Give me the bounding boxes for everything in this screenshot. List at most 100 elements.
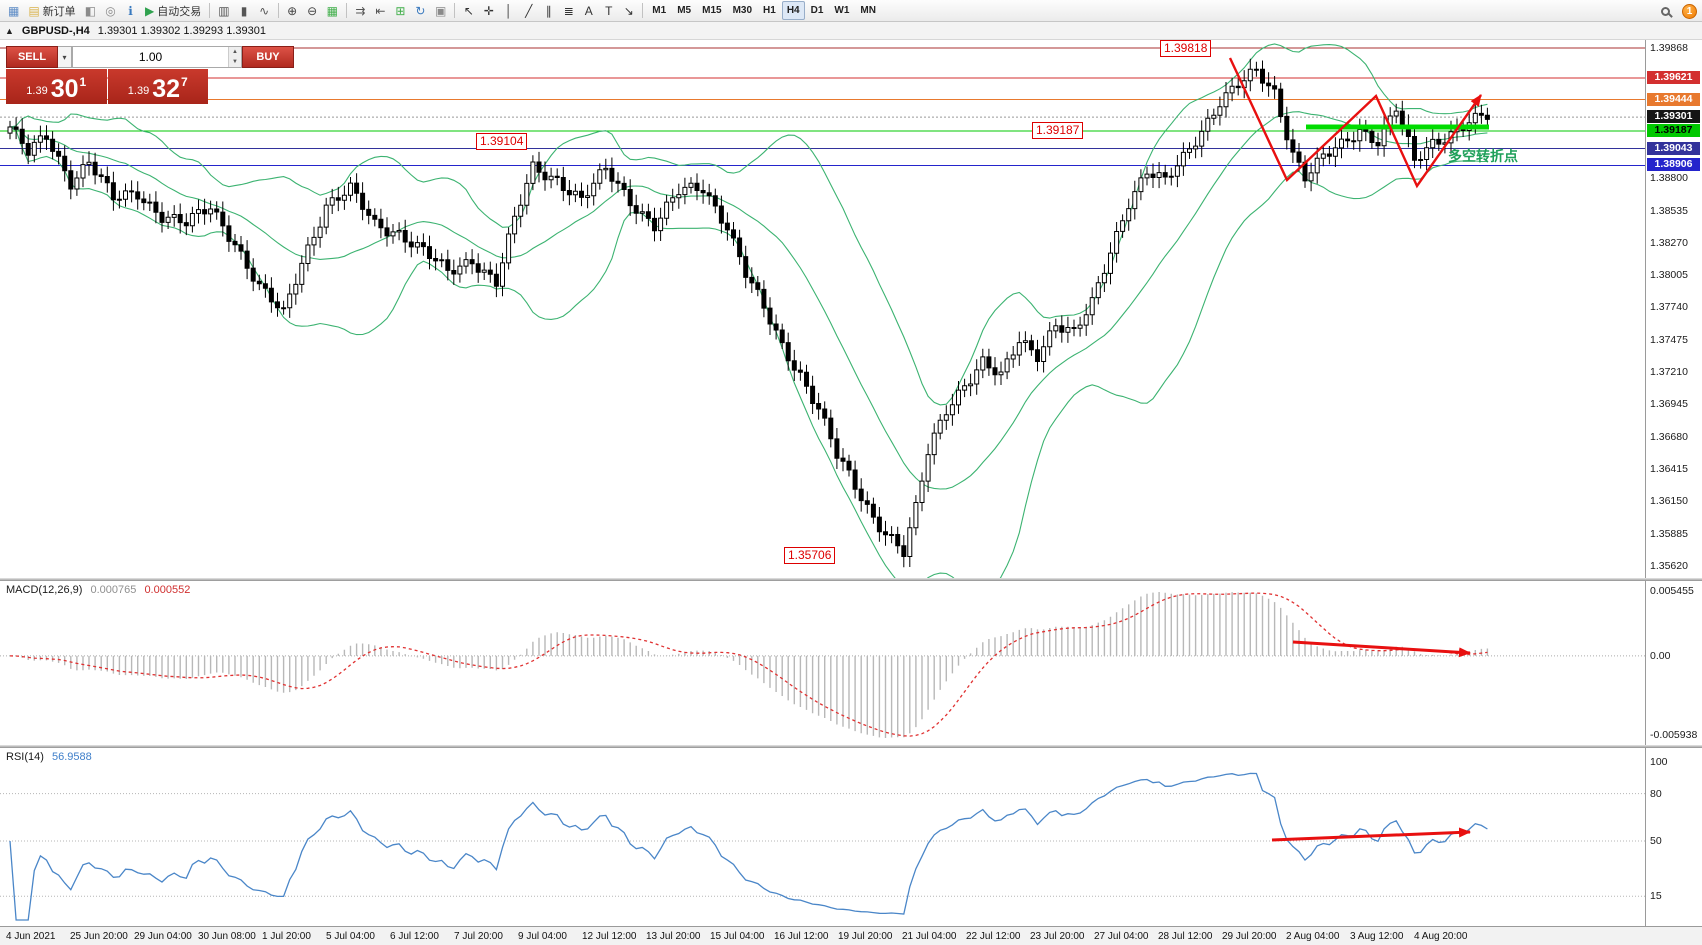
rsi-scale-tick: 15 bbox=[1650, 890, 1662, 902]
price-annotation[interactable]: 1.35706 bbox=[784, 547, 836, 564]
tf-h1-button[interactable]: H1 bbox=[758, 1, 781, 20]
rsi-scale-tick: 50 bbox=[1650, 835, 1662, 847]
text-icon: A bbox=[584, 3, 593, 18]
time-label: 3 Aug 12:00 bbox=[1350, 931, 1404, 942]
panel-splitter[interactable] bbox=[0, 578, 1702, 581]
indicators-button[interactable]: ⊞ bbox=[391, 1, 410, 20]
sell-button[interactable]: SELL bbox=[6, 46, 58, 68]
time-label: 27 Jul 04:00 bbox=[1094, 931, 1149, 942]
time-label: 9 Jul 04:00 bbox=[518, 931, 567, 942]
text-button[interactable]: A bbox=[579, 1, 598, 20]
turning-point-note[interactable]: 多空转折点 bbox=[1448, 148, 1518, 164]
candlestick-chart-type-button[interactable]: ▮ bbox=[235, 1, 254, 20]
macd-arrow-drawing[interactable] bbox=[1292, 640, 1471, 658]
time-label: 15 Jul 04:00 bbox=[710, 931, 765, 942]
charts-window-icon: ▦ bbox=[8, 3, 20, 18]
volume-up-icon[interactable]: ▲ bbox=[229, 47, 241, 57]
chart-shift-button[interactable]: ⇤ bbox=[371, 1, 390, 20]
line-chart-type-icon: ∿ bbox=[259, 3, 270, 18]
zoom-out-button[interactable]: ⊖ bbox=[303, 1, 322, 20]
trendline-button[interactable]: ╱ bbox=[519, 1, 538, 20]
buy-price-display[interactable]: 1.39 32 7 bbox=[107, 69, 208, 104]
time-label: 29 Jul 20:00 bbox=[1222, 931, 1277, 942]
vertical-line-button[interactable]: │ bbox=[499, 1, 518, 20]
panel-splitter[interactable] bbox=[0, 745, 1702, 748]
rsi-label: RSI(14) 56.9588 bbox=[6, 751, 92, 763]
price-annotation[interactable]: 1.39104 bbox=[476, 133, 528, 150]
tf-m15-button[interactable]: M15 bbox=[697, 1, 726, 20]
tf-w1-button[interactable]: W1 bbox=[829, 1, 854, 20]
trend-zigzag-drawing[interactable] bbox=[1228, 57, 1482, 189]
toolbar-separator bbox=[642, 3, 644, 18]
tile-windows-button[interactable]: ▦ bbox=[323, 1, 342, 20]
time-label: 30 Jun 08:00 bbox=[198, 931, 256, 942]
auto-scroll-button[interactable]: ⇉ bbox=[351, 1, 370, 20]
notification-badge[interactable]: 1 bbox=[1682, 3, 1697, 19]
time-label: 21 Jul 04:00 bbox=[902, 931, 957, 942]
crosshair-button[interactable]: ✛ bbox=[479, 1, 498, 20]
zoom-out-icon: ⊖ bbox=[307, 3, 318, 18]
alerts-button[interactable]: ◎ bbox=[101, 1, 120, 20]
macd-name: MACD(12,26,9) bbox=[6, 584, 83, 596]
cursor-icon: ↖ bbox=[463, 3, 474, 18]
macd-label: MACD(12,26,9) 0.000765 0.000552 bbox=[6, 584, 190, 596]
info-button[interactable]: ℹ bbox=[121, 1, 140, 20]
tf-d1-button[interactable]: D1 bbox=[806, 1, 829, 20]
arrows-button[interactable]: ↘ bbox=[619, 1, 638, 20]
auto-trading-button[interactable]: ▶ 自动交易 bbox=[141, 1, 205, 20]
trendline-icon: ╱ bbox=[525, 3, 533, 18]
price-plot bbox=[0, 43, 1645, 578]
tf-m5-button[interactable]: M5 bbox=[672, 1, 696, 20]
line-chart-type-button[interactable]: ∿ bbox=[255, 1, 274, 20]
time-label: 12 Jul 12:00 bbox=[582, 931, 637, 942]
price-level-label: 1.39187 bbox=[1647, 124, 1700, 137]
tf-d1-button-label: D1 bbox=[810, 5, 824, 16]
macd-scale-min: -0.005938 bbox=[1650, 729, 1698, 741]
zoom-in-button[interactable]: ⊕ bbox=[283, 1, 302, 20]
one-click-collapse-icon[interactable]: ▲ bbox=[5, 25, 14, 36]
volume-input[interactable] bbox=[73, 47, 228, 67]
search-button[interactable] bbox=[1656, 2, 1675, 21]
bar-chart-type-button[interactable]: ▥ bbox=[214, 1, 233, 20]
price-tick: 1.38800 bbox=[1650, 172, 1688, 184]
templates-button[interactable]: ▣ bbox=[431, 1, 450, 20]
macd-scale-max: 0.005455 bbox=[1650, 585, 1694, 597]
tf-w1-button-label: W1 bbox=[834, 5, 850, 16]
fibonacci-button[interactable]: ≣ bbox=[559, 1, 578, 20]
indicators-icon: ⊞ bbox=[395, 3, 406, 18]
price-annotation[interactable]: 1.39818 bbox=[1160, 40, 1212, 57]
volume-down-icon[interactable]: ▼ bbox=[229, 57, 241, 67]
charts-window-button[interactable]: ▦ bbox=[4, 1, 23, 20]
equidistant-channel-button[interactable]: ∥ bbox=[539, 1, 558, 20]
tf-mn-button[interactable]: MN bbox=[855, 1, 881, 20]
time-label: 7 Jul 20:00 bbox=[454, 931, 503, 942]
metaeditor-button[interactable]: ◧ bbox=[81, 1, 100, 20]
rsi-arrow-drawing[interactable] bbox=[1271, 827, 1471, 842]
price-tick: 1.38535 bbox=[1650, 205, 1688, 217]
rsi-value: 56.9588 bbox=[51, 751, 92, 763]
toolbar-separator bbox=[209, 3, 211, 18]
new-order-button[interactable]: ▤ 新订单 bbox=[24, 1, 79, 20]
toolbar-right-group: 1 bbox=[1656, 0, 1697, 22]
buy-price-prefix: 1.39 bbox=[127, 85, 150, 97]
tf-m1-button[interactable]: M1 bbox=[647, 1, 671, 20]
tf-m30-button[interactable]: M30 bbox=[728, 1, 757, 20]
volume-stepper: ▲ ▼ bbox=[228, 47, 241, 67]
tf-h4-button[interactable]: H4 bbox=[781, 1, 805, 20]
order-dropdown-icon[interactable]: ▾ bbox=[58, 46, 72, 68]
bear-candles bbox=[13, 68, 1490, 557]
auto-scroll-icon: ⇉ bbox=[355, 3, 366, 18]
price-level-label: 1.38906 bbox=[1647, 158, 1700, 171]
price-tick: 1.35620 bbox=[1650, 560, 1688, 572]
buy-button[interactable]: BUY bbox=[242, 46, 294, 68]
macd-signal-line bbox=[9, 592, 1488, 737]
price-annotation[interactable]: 1.39187 bbox=[1032, 122, 1084, 139]
tile-windows-icon: ▦ bbox=[326, 3, 338, 18]
refresh-button[interactable]: ↻ bbox=[411, 1, 430, 20]
text-label-button[interactable]: T bbox=[599, 1, 618, 20]
bollinger-band bbox=[9, 111, 1488, 490]
cursor-button[interactable]: ↖ bbox=[459, 1, 478, 20]
sell-price-display[interactable]: 1.39 30 1 bbox=[6, 69, 107, 104]
toolbar-separator bbox=[345, 3, 347, 18]
